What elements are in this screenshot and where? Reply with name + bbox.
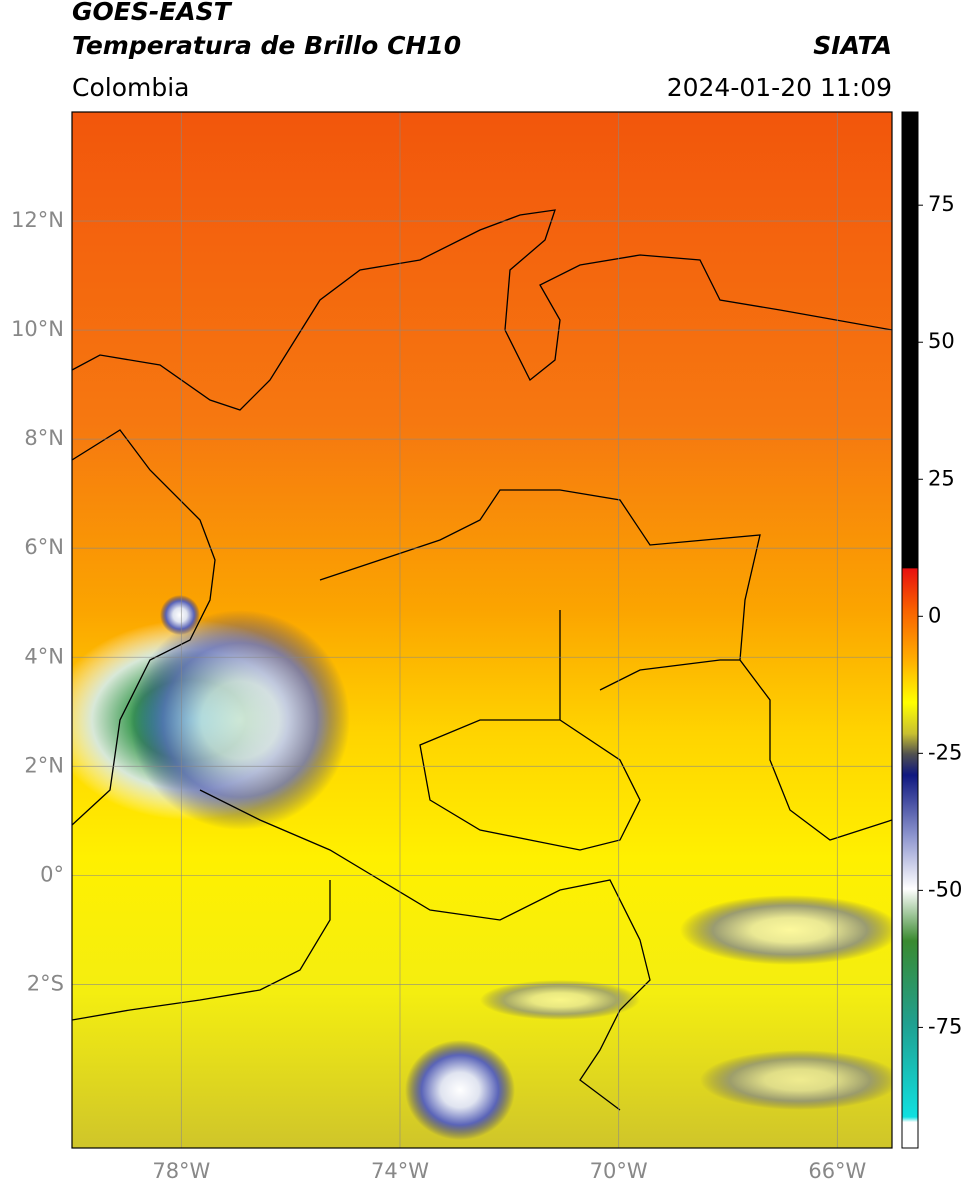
lat-label: 2°S: [27, 971, 64, 995]
map-image: [72, 112, 892, 1148]
grid: [72, 112, 892, 1148]
lon-label: 70°W: [590, 1159, 648, 1183]
colorbar-tick-label: -25: [928, 740, 962, 764]
region-label: Colombia: [72, 73, 189, 102]
lat-label: 0°: [40, 862, 64, 886]
satellite-title: GOES-EAST: [72, 0, 233, 26]
lat-label: 8°N: [24, 426, 64, 450]
lat-label: 2°N: [24, 753, 64, 777]
lat-label: 12°N: [11, 208, 64, 232]
lon-label: 78°W: [152, 1159, 210, 1183]
axis-labels: 78°W 74°W 70°W 66°W 12°N 10°N 8°N 6°N 4°N 2°N 0° 2°…: [11, 208, 866, 1183]
lat-label: 6°N: [24, 535, 64, 559]
colorbar: [901, 111, 919, 1149]
datetime-label: 2024-01-20 11:09: [667, 73, 892, 102]
lat-label: 10°N: [11, 317, 64, 341]
map-frame: [71, 111, 893, 1149]
colorbar-tick-label: 0: [928, 603, 941, 627]
colorbar-tick-label: 50: [928, 329, 955, 353]
source-label: SIATA: [813, 31, 892, 60]
lon-label: 66°W: [808, 1159, 866, 1183]
colorbar-tick-label: -50: [928, 877, 962, 901]
colorbar-ticks: 75 50 25 0 -25 -50 -75: [918, 192, 962, 1038]
product-title: Temperatura de Brillo CH10: [72, 31, 461, 60]
colorbar-tick-label: -75: [928, 1014, 962, 1038]
colorbar-tick-label: 25: [928, 466, 955, 490]
lat-label: 4°N: [24, 644, 64, 668]
lon-label: 74°W: [371, 1159, 429, 1183]
colorbar-tick-label: 75: [928, 192, 955, 216]
